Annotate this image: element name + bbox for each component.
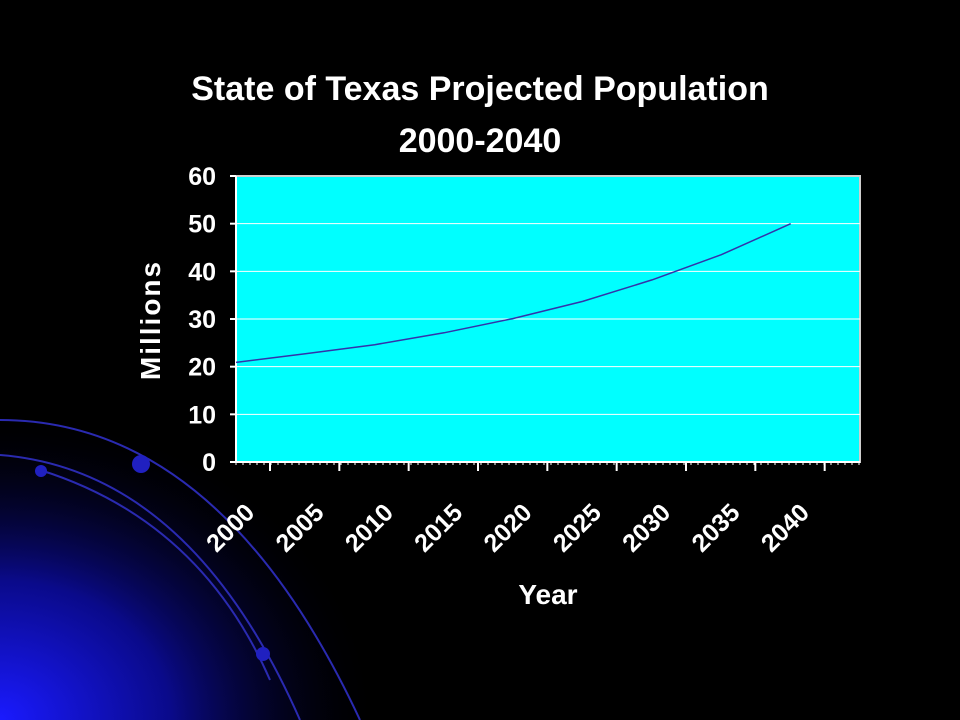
- y-tick-label: 10: [188, 401, 216, 429]
- y-axis-ticks: 0 10 20 30 40 50 60: [188, 163, 216, 477]
- y-tick-label: 30: [188, 306, 216, 334]
- decor-dot-bottom: [256, 647, 270, 661]
- chart-subtitle: 2000-2040: [398, 122, 562, 160]
- y-tick-label: 50: [188, 211, 216, 239]
- y-tick-label: 40: [188, 258, 216, 286]
- decor-dot-large: [132, 455, 150, 473]
- chart-title: State of Texas Projected Population: [191, 70, 769, 108]
- x-axis-title: Year: [518, 579, 577, 610]
- x-tick-label: 2010: [340, 498, 399, 557]
- x-tick-label: 2030: [617, 498, 676, 557]
- y-tick-label: 60: [188, 163, 216, 191]
- decor-arc-inner: [39, 469, 271, 681]
- series-layer: [235, 223, 792, 364]
- y-tick-label: 20: [188, 354, 216, 382]
- x-tick-label: 2000: [201, 498, 260, 557]
- series-line: [235, 223, 792, 364]
- x-tick-label: 2020: [478, 498, 537, 557]
- x-tick-label: 2040: [756, 498, 815, 557]
- decor-dot-small: [35, 465, 47, 477]
- x-tick-label: 2015: [409, 498, 468, 557]
- gridlines: [236, 223, 860, 415]
- x-axis-ticks: 2000 2005 2010 2015 2020 2025 2030 2035 2040: [201, 498, 815, 557]
- y-tick-label: 0: [202, 449, 216, 477]
- y-axis-title: Millions: [135, 260, 166, 380]
- decor-arc-outer: [0, 419, 361, 720]
- axes: [230, 175, 860, 471]
- x-tick-label: 2035: [686, 498, 745, 557]
- x-tick-label: 2025: [548, 498, 607, 557]
- x-tick-label: 2005: [270, 498, 329, 557]
